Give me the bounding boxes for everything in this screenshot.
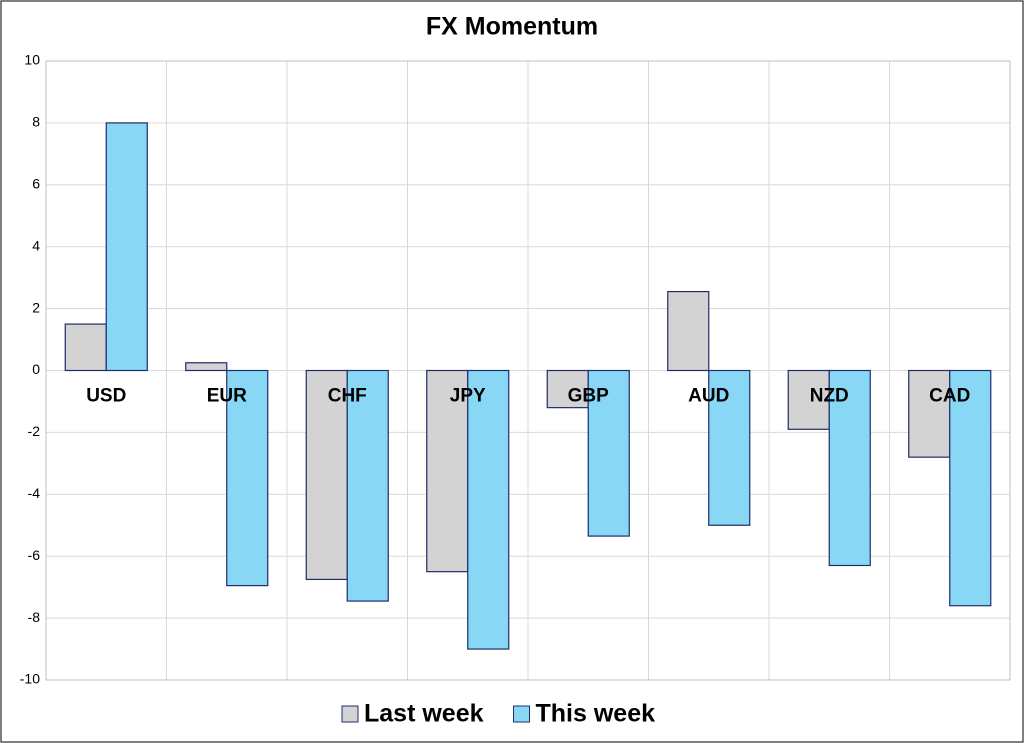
bar bbox=[587, 369, 630, 537]
x-tick-label: NZD bbox=[810, 386, 849, 407]
x-tick-label: USD bbox=[86, 386, 126, 407]
y-tick-label: -4 bbox=[28, 485, 41, 501]
y-tick-label: -6 bbox=[28, 547, 41, 563]
bar bbox=[908, 369, 951, 458]
bar bbox=[467, 369, 510, 650]
legend-swatch bbox=[341, 705, 359, 723]
bar bbox=[226, 369, 269, 587]
bar bbox=[828, 369, 871, 567]
bar bbox=[426, 369, 469, 573]
bar bbox=[708, 369, 751, 526]
x-tick-label: AUD bbox=[688, 386, 729, 407]
y-tick-label: 8 bbox=[32, 114, 40, 130]
x-tick-label: CAD bbox=[929, 386, 970, 407]
chart-title: FX Momentum bbox=[426, 13, 598, 41]
bar bbox=[949, 369, 992, 607]
y-tick-label: -10 bbox=[20, 671, 40, 687]
bar bbox=[346, 369, 389, 602]
legend-label: Last week bbox=[364, 700, 484, 728]
bar bbox=[667, 290, 710, 372]
y-tick-label: 2 bbox=[32, 299, 40, 315]
plot-border bbox=[45, 60, 1011, 681]
y-tick-label: -8 bbox=[28, 609, 41, 625]
x-tick-label: GBP bbox=[568, 386, 610, 407]
x-tick-label: EUR bbox=[207, 386, 247, 407]
y-tick-label: 0 bbox=[32, 361, 40, 377]
y-tick-label: 4 bbox=[32, 237, 40, 253]
bar bbox=[546, 369, 589, 409]
y-tick-label: 10 bbox=[24, 52, 40, 68]
x-tick-label: CHF bbox=[328, 386, 367, 407]
legend-label: This week bbox=[536, 700, 656, 728]
bar bbox=[64, 323, 107, 372]
y-tick-label: 6 bbox=[32, 176, 40, 192]
y-tick-label: -2 bbox=[28, 423, 41, 439]
bar bbox=[305, 369, 348, 581]
bar bbox=[185, 362, 228, 372]
x-tick-label: JPY bbox=[450, 386, 486, 407]
bar bbox=[105, 122, 148, 372]
legend-swatch bbox=[513, 705, 531, 723]
